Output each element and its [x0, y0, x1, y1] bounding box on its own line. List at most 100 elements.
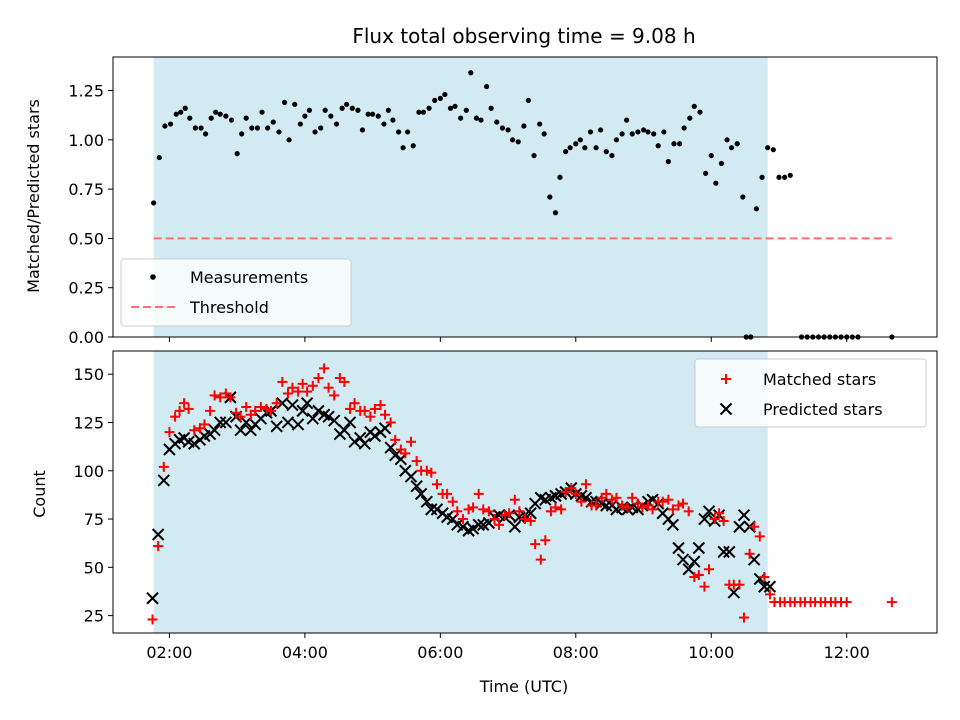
measurement-point: [420, 109, 427, 115]
matched-star-point: [514, 506, 525, 517]
predicted-star-point: [524, 507, 537, 520]
matched-star-point: [576, 496, 587, 507]
measurement-point: [213, 109, 219, 115]
measurement-point: [635, 129, 641, 135]
matched-star-point: [744, 548, 755, 559]
predicted-star-point: [682, 563, 695, 576]
matched-star-point: [153, 541, 164, 552]
measurement-point: [718, 160, 725, 167]
measurement-point: [239, 131, 245, 137]
matched-star-point: [560, 487, 571, 497]
measurement-point: [202, 131, 209, 137]
measurement-point: [437, 95, 443, 102]
x-axis-ticks-bottom: 02:00 04:00 06:00 08:00 10:00 12:00: [146, 633, 870, 662]
matched-star-point: [699, 581, 710, 592]
predicted-star-point: [414, 487, 428, 501]
predicted-star-point: [472, 518, 485, 532]
predicted-star-point: [456, 520, 470, 533]
matched-star-point: [703, 564, 714, 575]
measurement-point: [243, 115, 249, 121]
measurement-point: [665, 158, 671, 165]
matched-star-point: [405, 436, 416, 447]
matched-star-point: [841, 597, 852, 608]
measurement-point: [328, 113, 334, 119]
measurement-point: [223, 113, 229, 119]
y-tick-label: 150: [73, 365, 104, 384]
predicted-star-point: [388, 449, 402, 462]
matched-star-point: [307, 380, 318, 391]
predicted-star-point: [666, 518, 680, 532]
matched-star-point: [400, 448, 411, 459]
y-axis-ticks-top: 0.00 0.25 0.50 0.75 1.00 1.25: [68, 82, 113, 347]
measurement-point: [609, 152, 615, 159]
matched-star-point: [255, 402, 266, 413]
matched-star-point: [509, 494, 520, 505]
measurement-point: [359, 127, 366, 133]
matched-star-point: [714, 508, 725, 519]
matched-star-point: [489, 514, 500, 525]
predicted-star-point: [425, 503, 438, 516]
x-tick-label: 04:00: [282, 643, 328, 662]
matched-star-point: [473, 488, 484, 499]
matched-star-point: [689, 571, 700, 582]
measurement-point: [416, 109, 422, 115]
measurement-point: [509, 137, 516, 143]
measurement-point: [573, 141, 579, 147]
predicted-star-point: [737, 508, 751, 522]
matched-star-point: [313, 373, 324, 384]
measurement-point: [681, 125, 687, 131]
measurement-point: [151, 200, 157, 206]
measurement-point: [531, 152, 537, 159]
matched-star-point: [164, 427, 175, 438]
measurement-point: [468, 70, 474, 76]
measurement-point: [318, 125, 324, 131]
matched-star-point: [886, 597, 897, 608]
measurement-point: [521, 123, 527, 129]
matched-star-point: [667, 504, 678, 515]
measurement-point: [162, 123, 168, 129]
measurement-point: [547, 194, 553, 200]
measurement-point: [537, 121, 543, 127]
measurement-point: [651, 131, 657, 137]
measurement-point: [452, 103, 458, 109]
predicted-star-point: [672, 541, 685, 555]
matched-star-point: [339, 376, 350, 387]
matched-star-point: [580, 479, 591, 490]
legend-label-threshold: Threshold: [189, 298, 269, 317]
predicted-star-point: [343, 416, 357, 429]
matched-star-point: [447, 496, 458, 507]
measurement-point: [217, 111, 223, 117]
matched-star-point: [637, 502, 648, 513]
matched-star-point: [483, 506, 494, 517]
measurement-point: [582, 145, 588, 151]
matched-star-point: [277, 376, 288, 387]
measurement-point: [192, 125, 198, 131]
matched-star-point: [494, 519, 505, 530]
measurement-point: [173, 111, 179, 117]
measurement-point: [302, 113, 308, 119]
matched-star-point: [540, 535, 551, 546]
measurement-point: [734, 141, 740, 147]
measurement-point: [776, 174, 782, 180]
matched-star-point: [657, 496, 668, 507]
predicted-star-point: [328, 414, 341, 427]
legend-marker-predicted: [719, 402, 733, 416]
y-tick-label: 1.00: [68, 131, 104, 150]
matched-star-point: [375, 400, 386, 411]
x-axis-ticks-top: [168, 337, 848, 342]
measurement-point: [677, 141, 683, 147]
matched-star-point: [647, 504, 658, 515]
legend-box: [694, 358, 927, 428]
measurement-point: [541, 131, 547, 137]
measurement-points: [151, 70, 895, 340]
measurement-point: [276, 129, 282, 135]
matched-star-point: [478, 504, 489, 515]
matched-star-point: [617, 500, 628, 511]
measurement-point: [765, 145, 771, 151]
measurement-point: [426, 105, 432, 111]
predicted-star-point: [188, 437, 201, 450]
measurement-point: [365, 111, 371, 117]
measurement-point: [405, 129, 411, 135]
measurement-point: [713, 180, 719, 186]
